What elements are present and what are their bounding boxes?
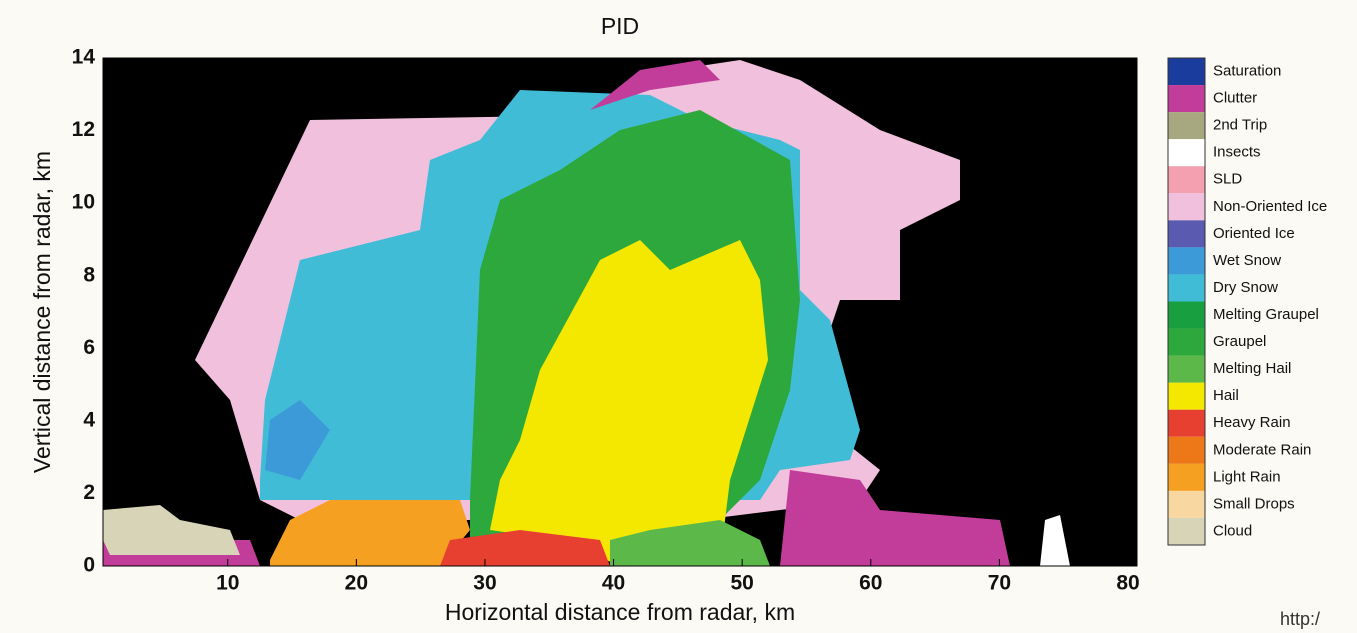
- legend-swatch: [1168, 85, 1205, 113]
- legend-swatch: [1168, 247, 1205, 275]
- legend-label: Oriented Ice: [1213, 225, 1295, 242]
- pid-region: [103, 505, 240, 555]
- y-axis-label: Vertical distance from radar, km: [29, 151, 55, 473]
- pid-region: [265, 400, 330, 480]
- x-tick-label: 60: [859, 572, 882, 595]
- y-tick-label: 10: [72, 191, 95, 214]
- pid-region: [780, 470, 1010, 566]
- legend-swatch: [1168, 409, 1205, 437]
- x-tick-label: 80: [1116, 572, 1139, 595]
- x-tick-label: 50: [730, 572, 753, 595]
- legend-label: Saturation: [1213, 62, 1281, 79]
- legend-label: Graupel: [1213, 333, 1266, 350]
- legend-label: Moderate Rain: [1213, 441, 1311, 458]
- legend-label: Melting Graupel: [1213, 306, 1319, 323]
- legend-label: Small Drops: [1213, 495, 1295, 512]
- legend-frame: [1167, 57, 1206, 546]
- legend-swatch: [1168, 139, 1205, 167]
- pid-region: [1040, 515, 1070, 566]
- pid-region: [270, 500, 470, 566]
- y-tick-label: 6: [83, 336, 95, 359]
- pid-field: [103, 60, 1070, 566]
- footer-text: http:/: [1280, 609, 1320, 629]
- legend-swatch: [1168, 112, 1205, 140]
- pid-region: [590, 60, 720, 110]
- y-tick-label: 14: [72, 46, 96, 69]
- legend-label: Hail: [1213, 387, 1239, 404]
- legend-swatch: [1168, 355, 1205, 383]
- x-tick-label: 20: [345, 572, 368, 595]
- legend-label: Wet Snow: [1213, 252, 1281, 269]
- legend-swatch: [1168, 490, 1205, 518]
- legend-label: Light Rain: [1213, 468, 1281, 485]
- legend-swatch: [1168, 274, 1205, 302]
- legend-swatch: [1168, 220, 1205, 248]
- legend-swatch: [1168, 382, 1205, 410]
- legend-label: SLD: [1213, 171, 1242, 188]
- legend-swatch: [1168, 328, 1205, 356]
- legend-swatch: [1168, 463, 1205, 491]
- legend-swatch: [1168, 166, 1205, 194]
- y-tick-label: 4: [83, 408, 95, 431]
- y-tick-label: 8: [83, 263, 95, 286]
- y-tick-label: 0: [83, 554, 95, 577]
- legend-label: Insects: [1213, 144, 1261, 161]
- legend-label: Non-Oriented Ice: [1213, 198, 1327, 215]
- legend-label: Cloud: [1213, 522, 1252, 539]
- legend-label: Clutter: [1213, 90, 1257, 107]
- legend-swatch: [1168, 58, 1205, 86]
- plot-frame: [102, 57, 1138, 567]
- legend-swatch: [1168, 517, 1205, 545]
- legend-label: Melting Hail: [1213, 360, 1291, 377]
- pid-region: [440, 530, 610, 566]
- y-tick-label: 2: [83, 481, 95, 504]
- x-tick-label: 40: [602, 572, 625, 595]
- legend-swatch: [1168, 436, 1205, 464]
- legend-label: 2nd Trip: [1213, 117, 1267, 134]
- chart-title: PID: [601, 13, 639, 39]
- legend-swatch: [1168, 193, 1205, 221]
- x-tick-label: 70: [988, 572, 1011, 595]
- x-tick-label: 30: [473, 572, 496, 595]
- x-tick-label: 10: [216, 572, 239, 595]
- legend-swatch: [1168, 301, 1205, 329]
- pid-region: [610, 520, 770, 566]
- legend-label: Dry Snow: [1213, 279, 1278, 296]
- legend-label: Heavy Rain: [1213, 414, 1291, 431]
- x-axis-label: Horizontal distance from radar, km: [445, 599, 795, 625]
- y-tick-label: 12: [72, 118, 95, 141]
- pid-region: [490, 240, 768, 566]
